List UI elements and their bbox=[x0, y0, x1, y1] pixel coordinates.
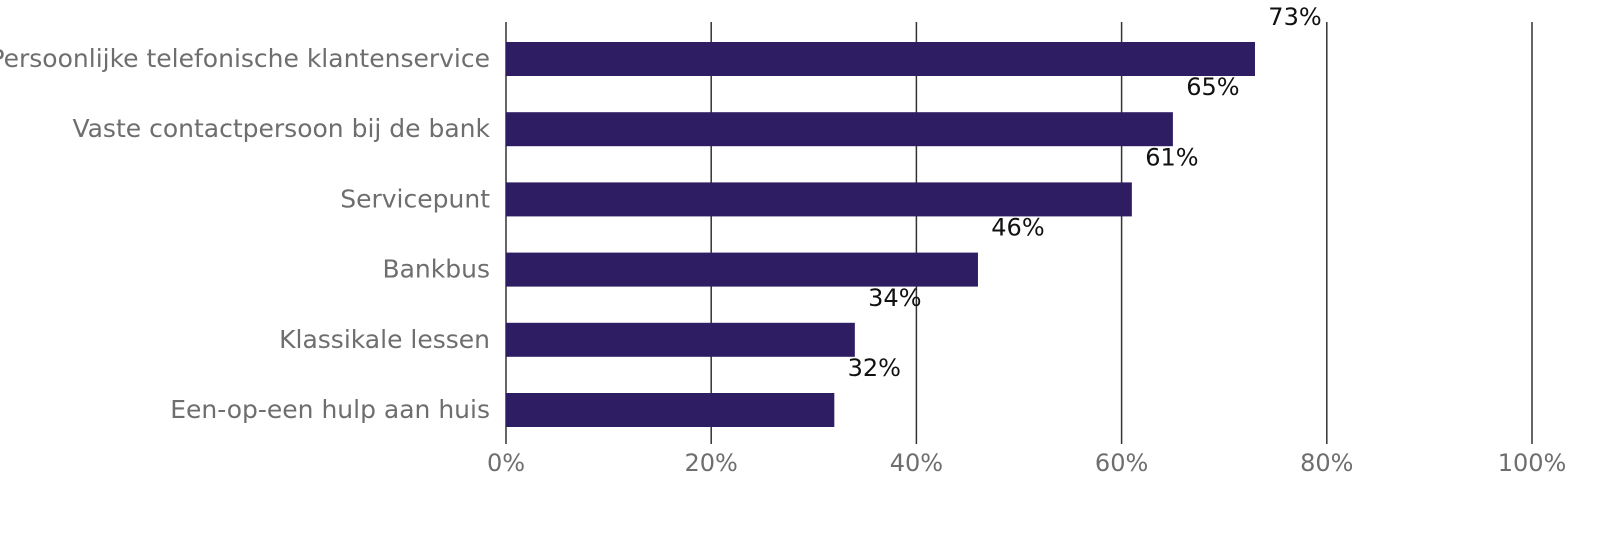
category-label: Servicepunt bbox=[340, 184, 490, 213]
data-label: 65% bbox=[1186, 73, 1239, 101]
x-axis-tick-labels: 0% 20% 40% 60% 80% 100% bbox=[487, 449, 1566, 477]
data-label: 61% bbox=[1145, 143, 1198, 171]
category-labels: Persoonlijke telefonische klantenservice… bbox=[0, 44, 491, 424]
bar bbox=[506, 322, 855, 357]
data-labels: 73% 65% 61% 46% 34% 32% bbox=[848, 3, 1322, 382]
bar bbox=[506, 42, 1255, 76]
category-label: Persoonlijke telefonische klantenservice bbox=[0, 44, 490, 73]
bar bbox=[506, 252, 978, 287]
bar bbox=[506, 393, 835, 427]
x-tick-label: 100% bbox=[1498, 449, 1567, 477]
category-label: Bankbus bbox=[382, 255, 490, 284]
category-label: Klassikale lessen bbox=[279, 325, 490, 354]
x-tick-label: 0% bbox=[487, 449, 525, 477]
bars bbox=[506, 42, 1255, 427]
x-tick-label: 80% bbox=[1300, 449, 1353, 477]
bar bbox=[506, 182, 1132, 217]
bar bbox=[506, 112, 1173, 147]
data-label: 73% bbox=[1268, 3, 1321, 31]
data-label: 32% bbox=[848, 354, 901, 382]
data-label: 46% bbox=[991, 214, 1044, 242]
x-tick-label: 40% bbox=[890, 449, 943, 477]
category-label: Een-op-een hulp aan huis bbox=[170, 395, 490, 424]
category-label: Vaste contactpersoon bij de bank bbox=[72, 114, 490, 143]
x-tick-label: 20% bbox=[685, 449, 738, 477]
x-tick-label: 60% bbox=[1095, 449, 1148, 477]
data-label: 34% bbox=[868, 284, 921, 312]
gridlines bbox=[505, 22, 1533, 444]
